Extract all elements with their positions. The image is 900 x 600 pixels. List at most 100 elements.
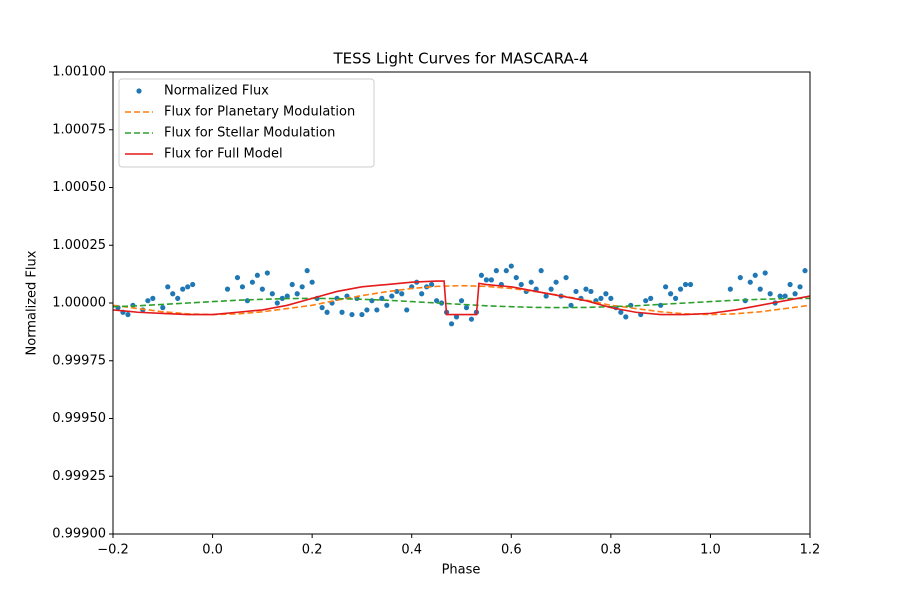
- data-point: [568, 302, 574, 308]
- data-point: [284, 293, 290, 299]
- data-point: [623, 314, 629, 320]
- y-tick-label: 1.00000: [52, 296, 106, 311]
- data-point: [588, 288, 594, 295]
- data-point: [264, 270, 270, 276]
- data-point: [503, 268, 509, 274]
- data-point: [434, 298, 440, 304]
- data-point: [777, 293, 783, 299]
- data-point: [603, 291, 609, 297]
- data-point: [792, 291, 798, 297]
- y-tick-label: 1.00050: [52, 180, 106, 195]
- data-point: [224, 286, 231, 292]
- y-tick-label: 1.00025: [52, 238, 106, 253]
- y-tick-label: 1.00075: [52, 122, 106, 137]
- data-point: [150, 295, 156, 301]
- data-point: [598, 295, 604, 301]
- y-tick-label: 0.99975: [52, 353, 106, 368]
- data-point: [419, 291, 425, 297]
- x-axis-label: Phase: [442, 563, 481, 578]
- model-line: [113, 297, 810, 309]
- x-tick-label: −0.2: [97, 543, 129, 558]
- data-point: [448, 321, 455, 327]
- data-point: [190, 281, 196, 288]
- data-point: [453, 314, 460, 320]
- legend-label: Normalized Flux: [164, 84, 269, 99]
- data-point: [404, 307, 410, 313]
- data-point: [294, 291, 300, 297]
- data-point: [767, 291, 773, 297]
- y-tick-label: 0.99900: [52, 527, 106, 542]
- plot-frame: [112, 71, 811, 535]
- data-point: [160, 305, 166, 311]
- data-point: [802, 268, 808, 274]
- data-point: [234, 274, 241, 281]
- x-tick-label: 0.8: [601, 543, 622, 558]
- data-point: [672, 295, 679, 301]
- data-point: [663, 284, 669, 290]
- data-point: [289, 281, 295, 288]
- data-point: [528, 279, 534, 285]
- x-tick-label: 0.6: [501, 543, 522, 558]
- data-point: [349, 311, 355, 318]
- data-point: [429, 281, 435, 288]
- x-tick-label: 1.0: [700, 543, 721, 558]
- data-point: [737, 274, 743, 281]
- data-point: [508, 263, 514, 269]
- data-point: [309, 279, 315, 285]
- x-tick-label: 0.2: [302, 543, 323, 558]
- data-point: [239, 284, 246, 290]
- data-point: [180, 286, 186, 292]
- data-point: [668, 291, 674, 297]
- data-point: [757, 286, 763, 292]
- data-point: [185, 284, 191, 290]
- data-point: [727, 286, 733, 292]
- data-point: [643, 298, 649, 304]
- data-point: [274, 300, 280, 306]
- data-point: [762, 270, 768, 276]
- data-point: [374, 307, 380, 313]
- data-point: [175, 295, 181, 301]
- data-point: [543, 293, 549, 299]
- data-point: [752, 272, 758, 278]
- data-point: [165, 284, 171, 290]
- legend-label: Flux for Stellar Modulation: [164, 126, 335, 141]
- data-point: [488, 277, 494, 283]
- data-point: [324, 309, 330, 315]
- data-point: [389, 293, 395, 299]
- data-point: [125, 311, 131, 318]
- chart-title: TESS Light Curves for MASCARA-4: [332, 50, 588, 68]
- data-point: [682, 281, 689, 288]
- data-point: [384, 302, 390, 308]
- data-point: [269, 291, 275, 297]
- data-point: [677, 286, 684, 292]
- data-point: [359, 311, 365, 318]
- data-point: [548, 286, 554, 292]
- y-tick-label: 0.99950: [52, 411, 106, 426]
- y-tick-label: 0.99925: [52, 469, 106, 484]
- data-point: [513, 274, 519, 281]
- data-point: [399, 291, 405, 297]
- data-point: [608, 295, 614, 301]
- x-tick-label: 0.0: [202, 543, 223, 558]
- y-axis-label: Normalized Flux: [25, 250, 40, 355]
- data-point: [563, 274, 569, 281]
- legend-label: Flux for Full Model: [164, 147, 283, 162]
- data-point: [478, 272, 485, 278]
- data-point: [249, 279, 255, 285]
- data-point: [145, 298, 151, 304]
- data-point: [787, 281, 793, 288]
- data-point: [797, 284, 803, 290]
- data-point: [304, 268, 310, 274]
- model-line: [113, 280, 810, 316]
- data-point: [279, 295, 285, 301]
- data-point: [339, 309, 345, 315]
- data-point: [573, 288, 579, 295]
- data-point: [364, 307, 370, 313]
- x-tick-label: 1.2: [800, 543, 821, 558]
- data-point: [463, 305, 470, 311]
- data-point: [782, 293, 788, 299]
- data-point: [538, 268, 544, 274]
- data-point: [583, 286, 589, 292]
- y-tick-label: 1.00100: [52, 65, 106, 80]
